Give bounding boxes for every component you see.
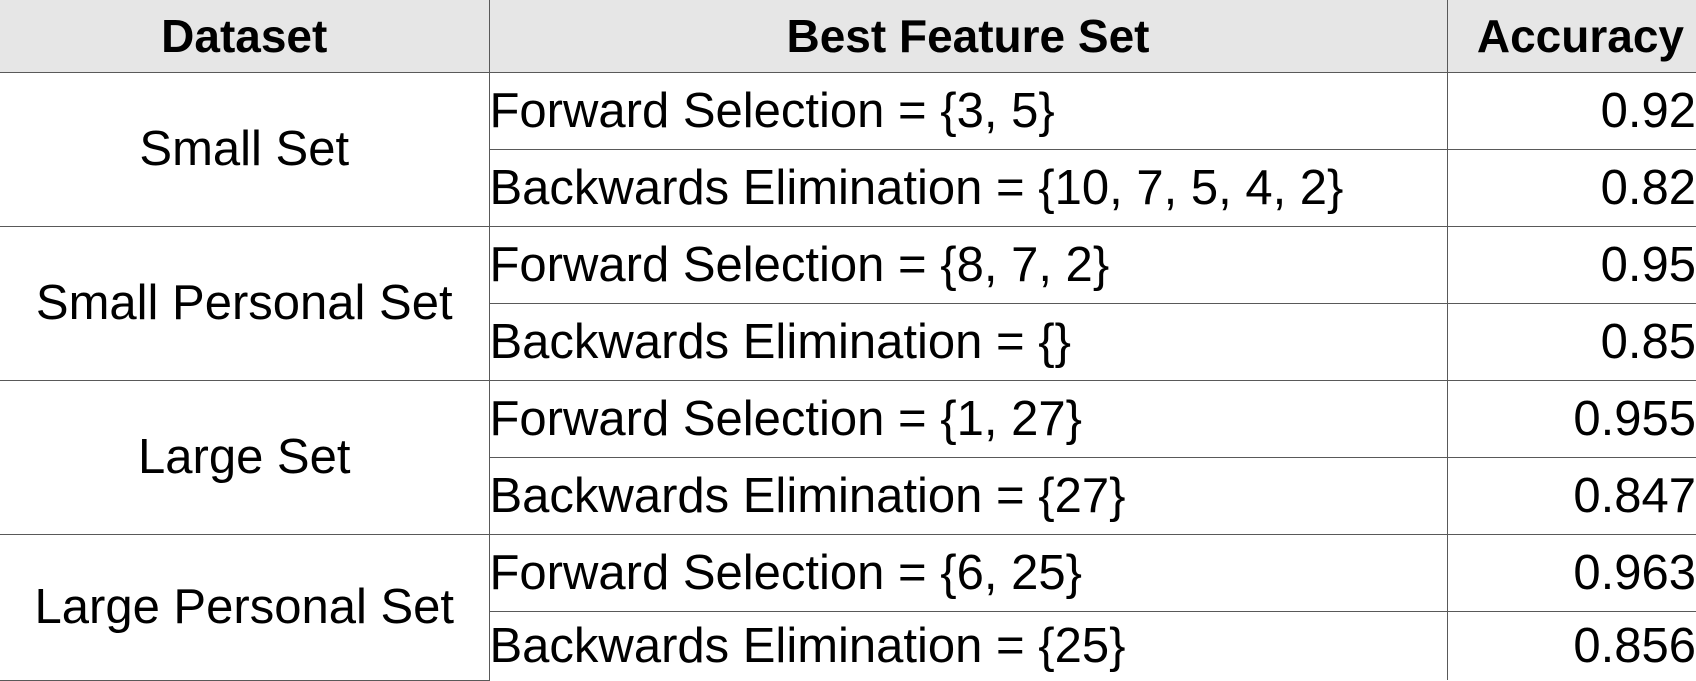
table-header-row: Dataset Best Feature Set Accuracy — [0, 0, 1696, 73]
accuracy-cell: 0.847 — [1446, 456, 1696, 535]
accuracy-cell: 0.963 — [1446, 533, 1696, 612]
feature-set-cell: Backwards Elimination = {27} — [488, 456, 1448, 535]
accuracy-cell: 0.856 — [1446, 610, 1696, 680]
accuracy-cell: 0.955 — [1446, 379, 1696, 458]
dataset-cell: Large Personal Set — [0, 533, 490, 681]
table-row: Large Personal Set Forward Selection = {… — [0, 533, 1696, 681]
feature-set-cell: Backwards Elimination = {10, 7, 5, 4, 2} — [488, 148, 1448, 227]
table-row: Backwards Elimination = {25} 0.856 — [0, 610, 1696, 680]
table-row: Small Set Forward Selection = {3, 5} 0.9… — [0, 71, 1696, 227]
accuracy-cell: 0.92 — [1446, 71, 1696, 150]
table-row: Large Set Forward Selection = {1, 27} 0.… — [0, 379, 1696, 535]
header-dataset: Dataset — [0, 0, 490, 73]
feature-set-cell: Forward Selection = {3, 5} — [488, 71, 1448, 150]
table-row: Small Personal Set Forward Selection = {… — [0, 225, 1696, 381]
accuracy-cell: 0.95 — [1446, 225, 1696, 304]
header-accuracy: Accuracy — [1446, 0, 1696, 73]
accuracy-cell: 0.82 — [1446, 148, 1696, 227]
header-best-feature-set: Best Feature Set — [488, 0, 1448, 73]
feature-set-cell: Forward Selection = {6, 25} — [488, 533, 1448, 612]
dataset-cell: Small Set — [0, 71, 490, 227]
accuracy-cell: 0.85 — [1446, 302, 1696, 381]
dataset-cell: Large Set — [0, 379, 490, 535]
table-row: Backwards Elimination = {27} 0.847 — [0, 456, 1696, 535]
table-row: Backwards Elimination = {10, 7, 5, 4, 2}… — [0, 148, 1696, 227]
feature-set-cell: Backwards Elimination = {} — [488, 302, 1448, 381]
table-row: Backwards Elimination = {} 0.85 — [0, 302, 1696, 381]
feature-set-cell: Forward Selection = {1, 27} — [488, 379, 1448, 458]
feature-set-cell: Backwards Elimination = {25} — [488, 610, 1448, 680]
feature-set-cell: Forward Selection = {8, 7, 2} — [488, 225, 1448, 304]
dataset-cell: Small Personal Set — [0, 225, 490, 381]
